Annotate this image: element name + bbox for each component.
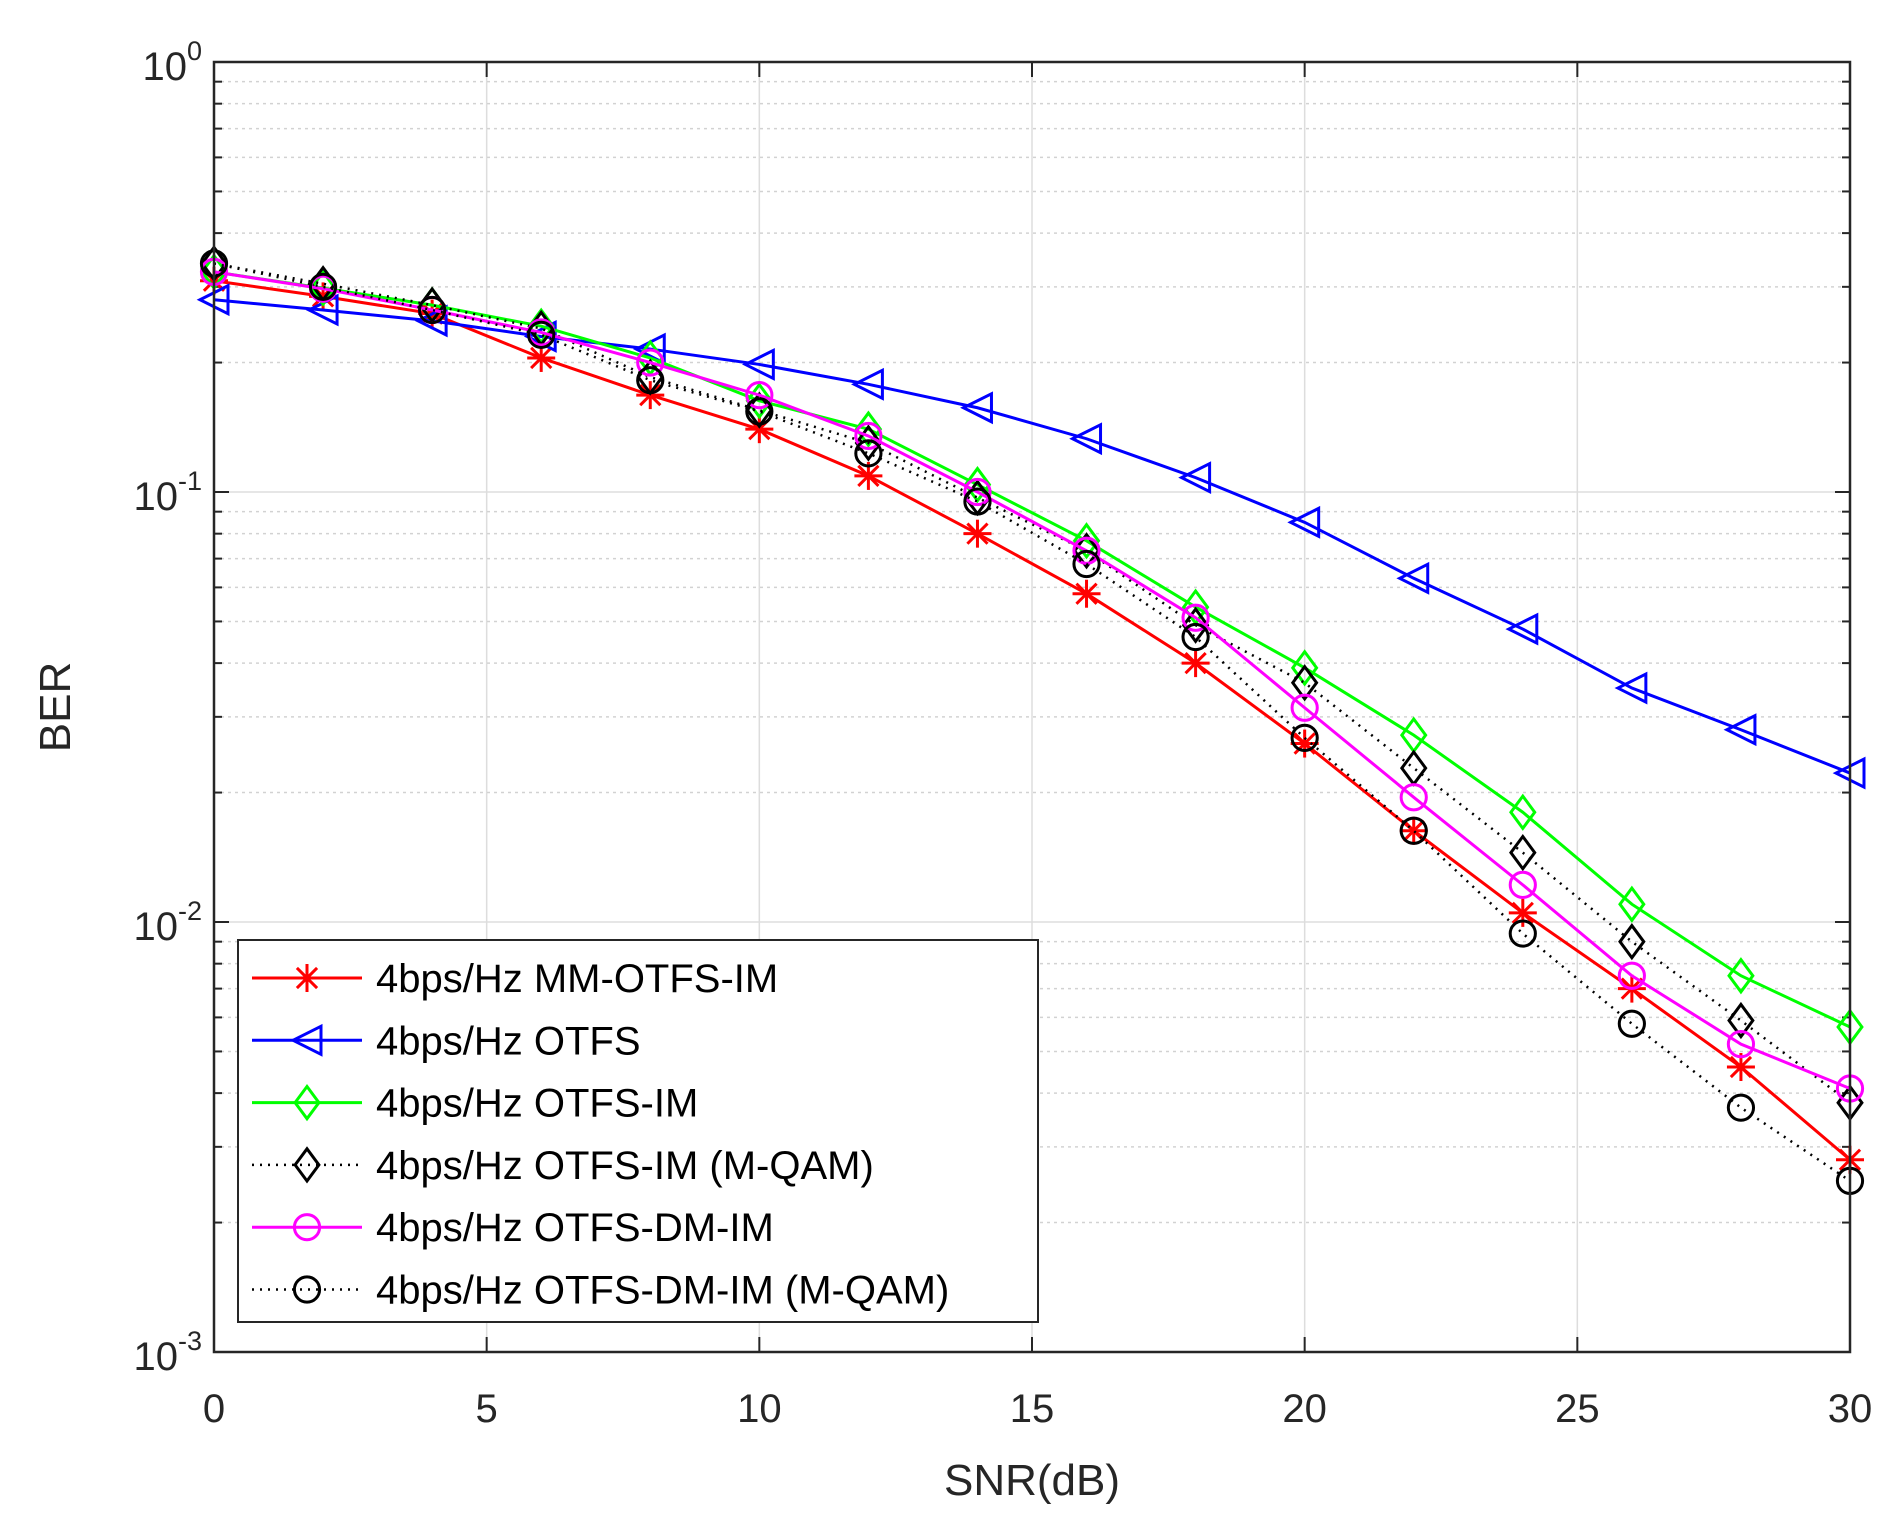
legend-label: 4bps/Hz OTFS-IM (M-QAM) — [376, 1144, 874, 1188]
x-tick-label: 30 — [1828, 1387, 1873, 1431]
legend-label: 4bps/Hz MM-OTFS-IM — [376, 957, 778, 1001]
series — [199, 257, 1865, 1103]
series-line — [213, 270, 1851, 1090]
diamond-marker — [293, 1083, 321, 1122]
circle-marker — [418, 295, 447, 325]
star-marker — [963, 519, 992, 548]
diamond-marker — [854, 424, 883, 462]
diamond-marker — [1727, 957, 1755, 995]
circle-marker — [292, 1213, 322, 1242]
x-tick-label: 0 — [203, 1387, 225, 1431]
series-line — [213, 270, 1851, 1029]
legend-label: 4bps/Hz OTFS-IM — [376, 1082, 698, 1126]
x-tick-label: 15 — [1010, 1387, 1055, 1431]
diamond-marker — [963, 466, 992, 504]
circle-marker — [1181, 622, 1210, 652]
circle-marker — [1290, 723, 1319, 753]
triangle-marker — [960, 391, 993, 425]
circle-marker — [527, 320, 556, 349]
y-tick-labels: 100 10-1 10-2 10-3 — [133, 36, 202, 1379]
triangle-marker — [851, 367, 884, 401]
series-layer — [196, 244, 1866, 1195]
circle-marker — [1181, 603, 1210, 632]
triangle-marker — [1614, 671, 1648, 705]
series-line — [213, 262, 1851, 1182]
y-tick-label: 10-1 — [133, 466, 202, 519]
y-tick-label: 100 — [142, 36, 202, 89]
circle-marker — [292, 1275, 322, 1304]
diamond-marker — [1181, 606, 1210, 644]
circle-marker — [745, 381, 774, 410]
x-tick-label: 5 — [476, 1387, 498, 1431]
diamond-marker — [1072, 522, 1101, 560]
circle-marker — [1726, 1093, 1756, 1122]
star-marker — [527, 343, 556, 372]
diamond-marker — [1727, 1001, 1755, 1040]
triangle-marker — [414, 304, 448, 338]
x-tick-label: 20 — [1282, 1387, 1327, 1431]
triangle-marker — [1287, 505, 1321, 539]
circle-marker — [963, 487, 992, 516]
circle-marker — [1399, 783, 1428, 812]
x-axis-label: SNR(dB) — [944, 1456, 1120, 1505]
diamond-marker — [1509, 833, 1537, 872]
circle-marker — [1617, 961, 1646, 990]
triangle-marker — [1505, 612, 1539, 646]
circle-marker — [636, 366, 665, 395]
triangle-marker — [1396, 561, 1430, 595]
circle-marker — [963, 477, 992, 507]
legend: 4bps/Hz MM-OTFS-IM 4bps/Hz OTFS 4bps/Hz OT… — [237, 939, 1039, 1323]
star-marker — [293, 964, 321, 992]
star-marker — [1072, 579, 1101, 608]
axes-box — [212, 60, 1852, 1354]
triangle-marker — [741, 348, 775, 381]
triangle-marker — [1069, 422, 1103, 456]
star-marker — [1508, 898, 1537, 927]
diamond-marker — [293, 1146, 321, 1184]
star-marker — [854, 461, 883, 490]
x-tick-labels: 0 5 10 15 20 25 30 — [203, 1387, 1872, 1431]
circle-marker — [745, 397, 774, 426]
x-tick-label: 25 — [1555, 1387, 1600, 1431]
series-line — [213, 298, 1851, 775]
diamond-marker — [1618, 885, 1646, 923]
diamond-marker — [854, 410, 883, 448]
circle-marker — [1508, 919, 1537, 948]
diamond-marker — [1509, 793, 1537, 831]
circle-marker — [1508, 870, 1537, 899]
circle-marker — [854, 421, 883, 451]
circle-marker — [308, 272, 338, 301]
diamond-marker — [745, 382, 774, 420]
circle-marker — [636, 348, 665, 377]
circle-marker — [1072, 549, 1101, 579]
circle-marker — [1399, 816, 1428, 845]
y-axis-label: BER — [31, 662, 80, 752]
star-marker — [1181, 649, 1210, 678]
legend-label: 4bps/Hz OTFS-DM-IM (M-QAM) — [376, 1269, 949, 1313]
series-line — [213, 279, 1851, 1161]
circle-marker — [1072, 536, 1101, 565]
legend-box — [237, 939, 1039, 1323]
circle-marker — [1290, 693, 1319, 722]
circle-marker — [1617, 1009, 1646, 1038]
diamond-marker — [1290, 664, 1319, 702]
circle-marker — [1726, 1030, 1756, 1059]
legend-label: 4bps/Hz OTFS-DM-IM — [376, 1206, 774, 1250]
x-tick-label: 10 — [737, 1387, 782, 1431]
series — [200, 266, 1864, 1174]
y-tick-label: 10-3 — [133, 1326, 202, 1379]
diamond-marker — [1290, 649, 1319, 687]
legend-label: 4bps/Hz OTFS — [376, 1019, 641, 1063]
triangle-marker — [1723, 713, 1757, 747]
series — [199, 249, 1865, 1195]
triangle-marker — [289, 1023, 323, 1057]
diamond-marker — [1618, 923, 1646, 961]
triangle-marker — [1178, 461, 1212, 495]
y-tick-label: 10-2 — [133, 896, 202, 949]
circle-marker — [854, 439, 883, 468]
diamond-marker — [309, 269, 337, 307]
